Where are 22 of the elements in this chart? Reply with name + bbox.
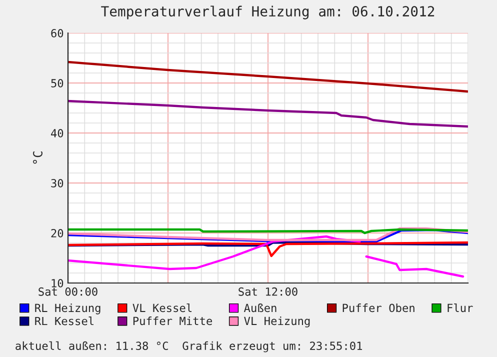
y-axis-title: °C: [33, 151, 42, 164]
y-tick-label: 50: [51, 79, 64, 88]
line-series: [68, 241, 468, 258]
x-tick-label: Sat 00:00: [38, 287, 98, 296]
legend-label: VL Kessel: [132, 303, 192, 312]
y-tick-label: 40: [51, 129, 64, 138]
y-tick-label: 60: [51, 29, 64, 38]
x-tick-label: Sat 12:00: [238, 287, 298, 296]
legend-label: VL Heizung: [244, 316, 310, 328]
legend-label: Puffer Oben: [342, 304, 414, 312]
legend-label: Puffer Mitte: [133, 316, 212, 326]
legend-label: Flur: [448, 303, 473, 312]
y-tick-label: 20: [51, 229, 64, 238]
line-series: [68, 60, 468, 93]
text: aktuell außen: 11.38 °C Grafik erzeugt um: 23:55:01: [16, 341, 362, 352]
y-tick-label: 10: [52, 279, 64, 288]
legend-label: RL Kessel: [35, 316, 94, 326]
chart-title: Temperaturverlauf Heizung am: 06.10.2012: [101, 6, 434, 20]
legend-label: RL Heizung: [35, 304, 100, 314]
line-series: [68, 100, 468, 128]
y-tick-label: 30: [51, 179, 64, 188]
legend-label: Außen: [244, 304, 276, 312]
